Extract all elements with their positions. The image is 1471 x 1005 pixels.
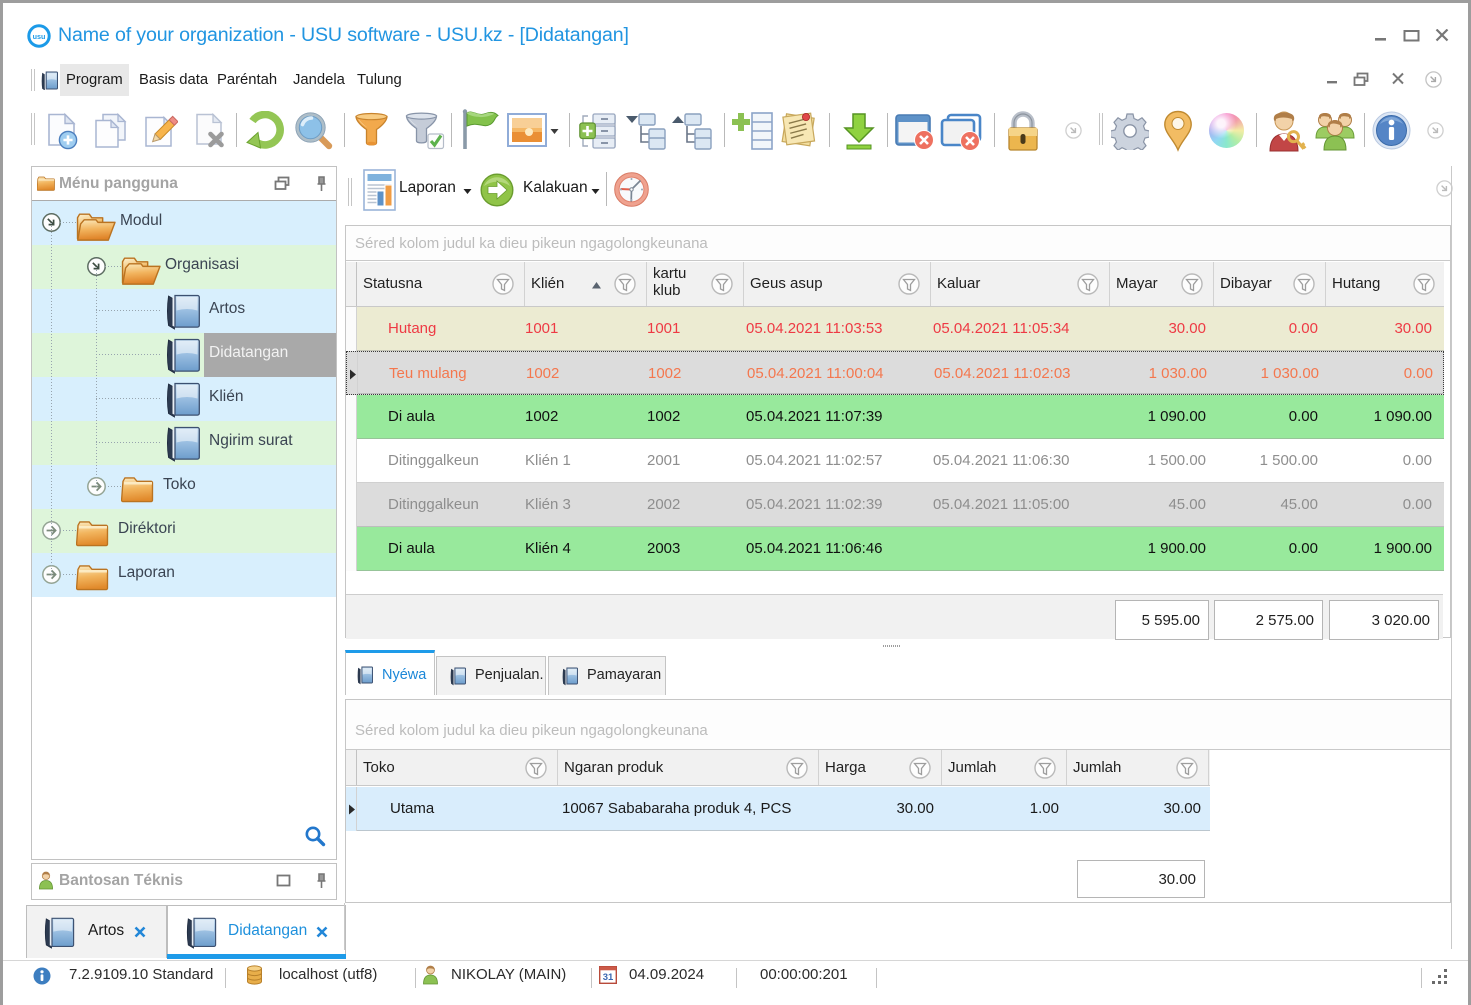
svg-text:31: 31 [603,972,614,983]
svg-text:usu: usu [33,32,46,41]
